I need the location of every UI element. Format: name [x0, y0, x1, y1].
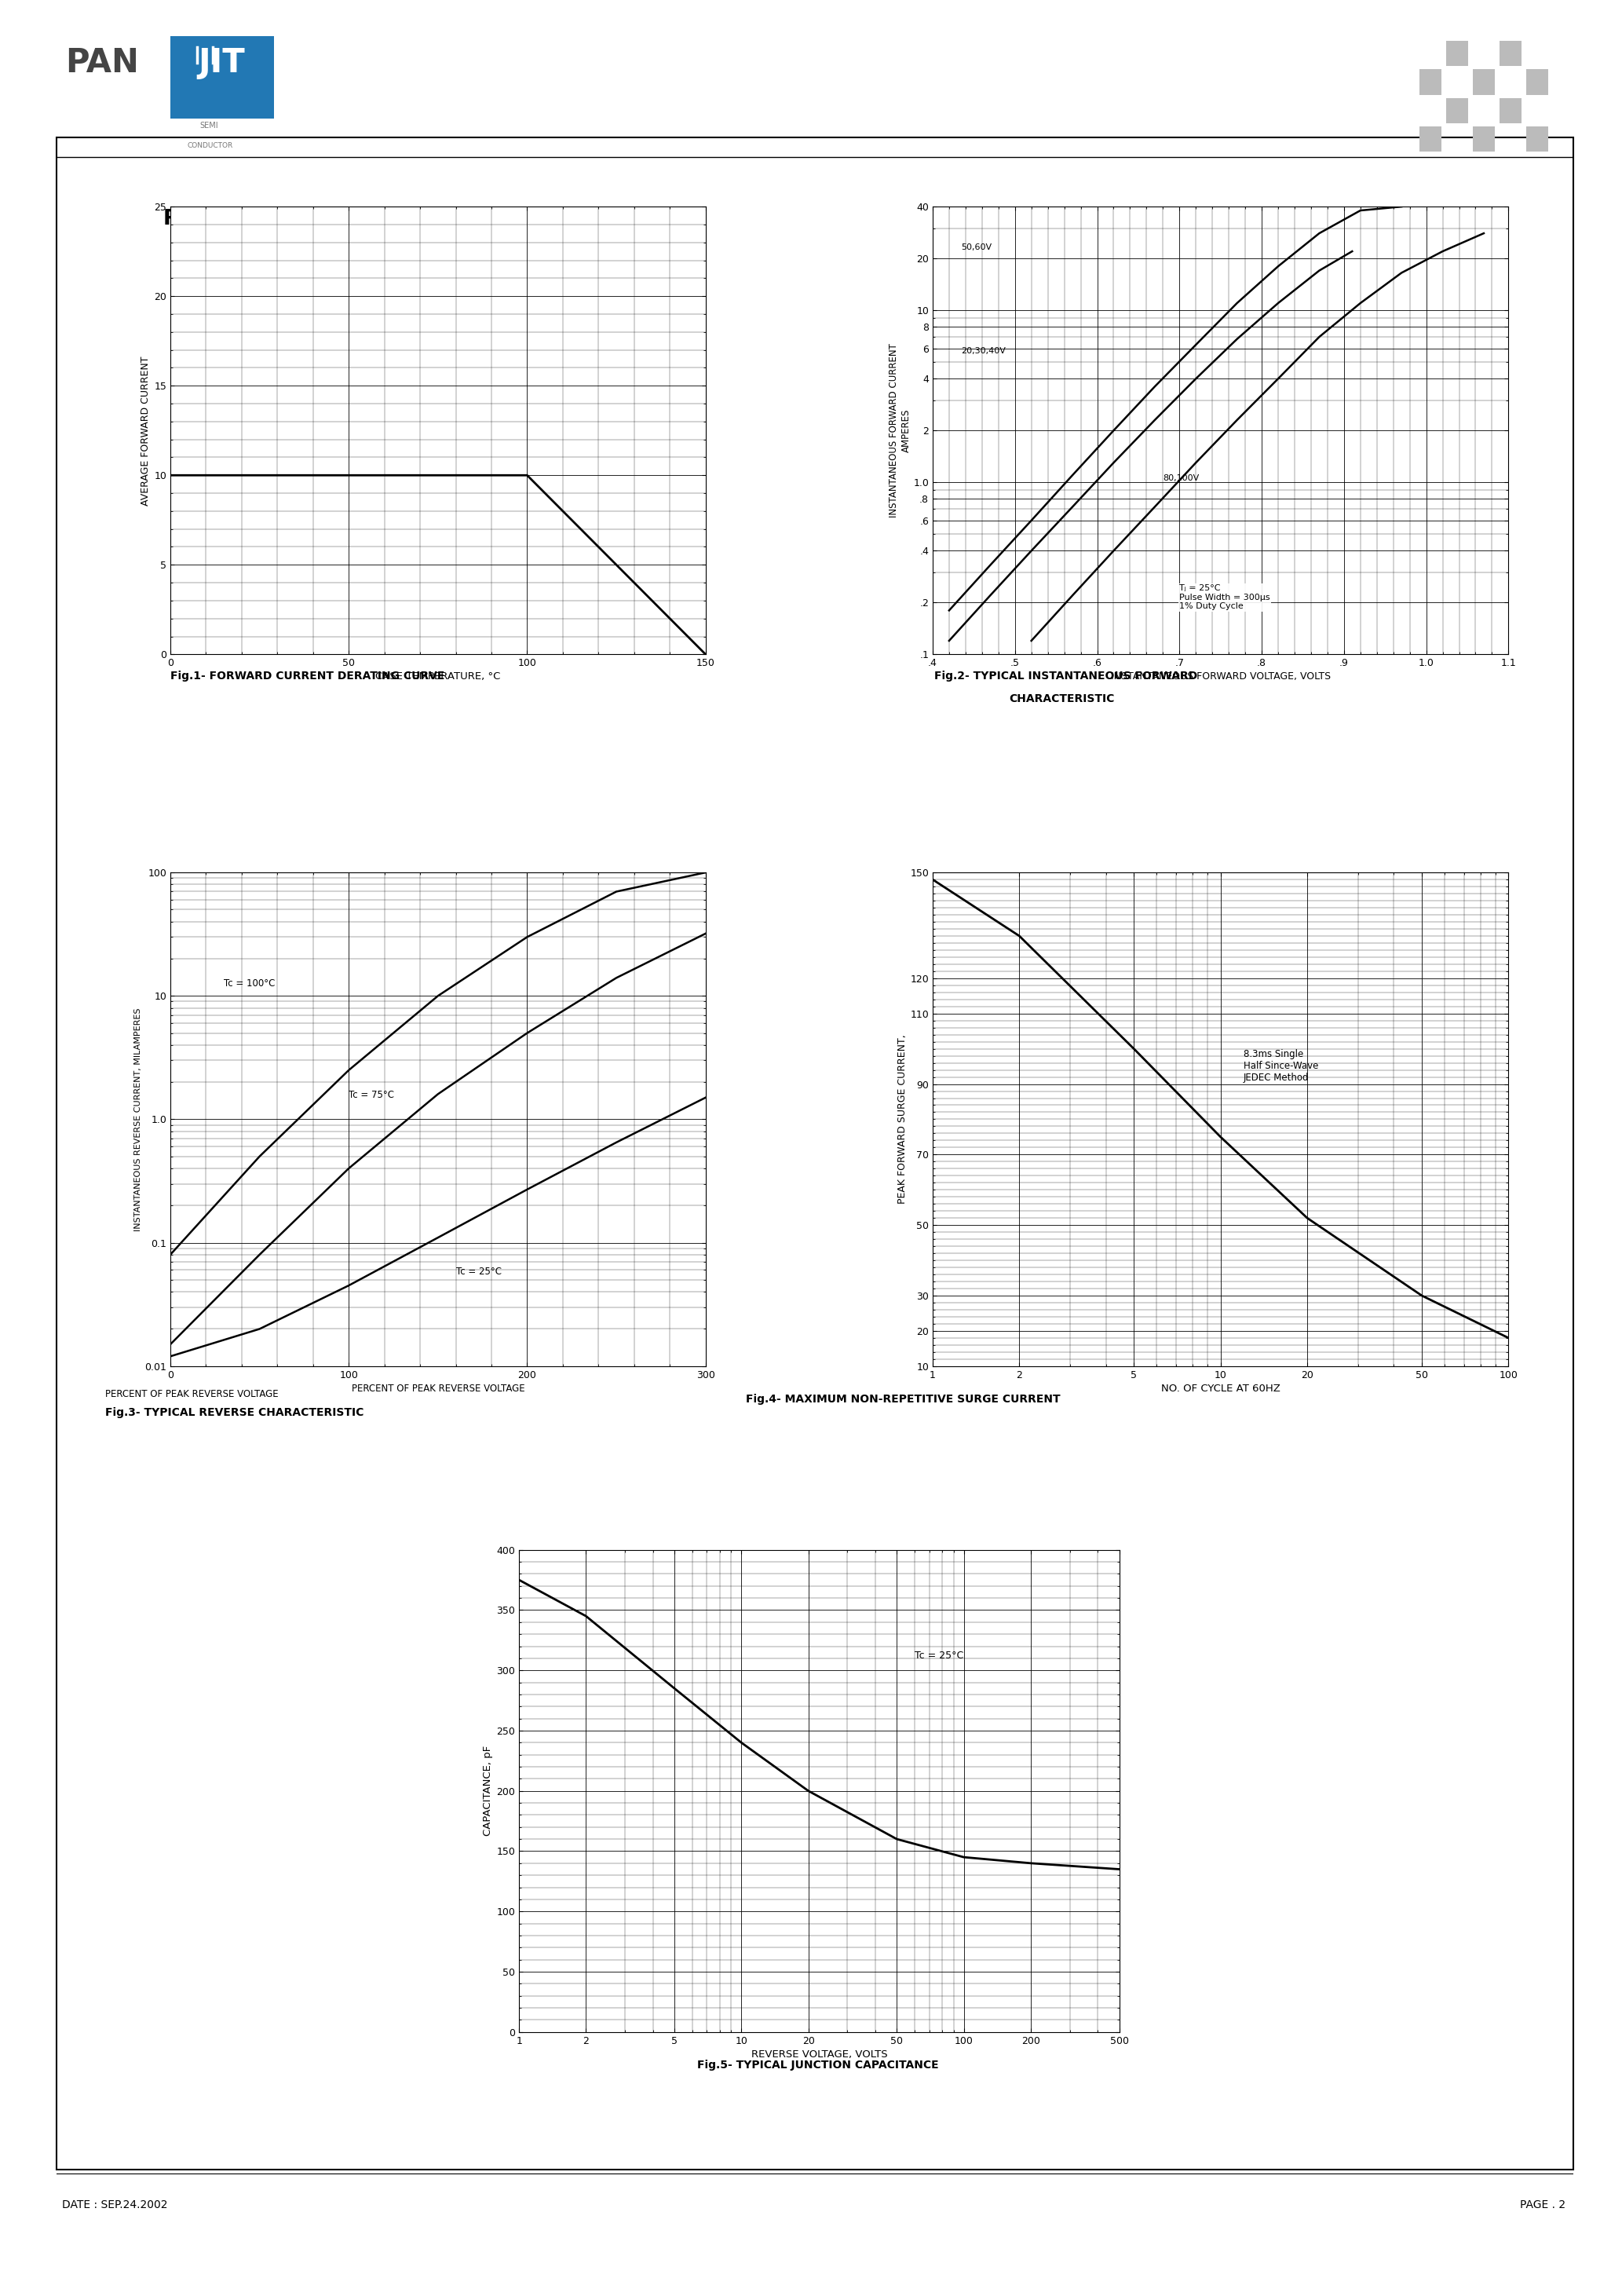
Bar: [1526, 69, 1547, 94]
Y-axis label: CAPACITANCE, pF: CAPACITANCE, pF: [483, 1745, 493, 1837]
Text: Tⱼ = 25°C
Pulse Width = 300μs
1% Duty Cycle: Tⱼ = 25°C Pulse Width = 300μs 1% Duty Cy…: [1179, 585, 1270, 611]
X-axis label: PERCENT OF PEAK REVERSE VOLTAGE: PERCENT OF PEAK REVERSE VOLTAGE: [352, 1384, 524, 1394]
Bar: [1499, 99, 1521, 124]
Text: Tc = 25°C: Tc = 25°C: [456, 1267, 501, 1277]
Text: DATE : SEP.24.2002: DATE : SEP.24.2002: [62, 2200, 167, 2211]
Text: Fig.5- TYPICAL JUNCTION CAPACITANCE: Fig.5- TYPICAL JUNCTION CAPACITANCE: [697, 2060, 939, 2071]
Text: 20,30,40V: 20,30,40V: [962, 347, 1006, 356]
Text: SEMI: SEMI: [200, 122, 219, 129]
X-axis label: NO. OF CYCLE AT 60HZ: NO. OF CYCLE AT 60HZ: [1161, 1384, 1280, 1394]
Y-axis label: PEAK FORWARD SURGE CURRENT,: PEAK FORWARD SURGE CURRENT,: [897, 1035, 908, 1203]
Bar: [1447, 41, 1468, 67]
Text: Tc = 75°C: Tc = 75°C: [349, 1091, 394, 1100]
Text: RATING AND CHARACTERISTIC CURVES: RATING AND CHARACTERISTIC CURVES: [162, 209, 613, 230]
Text: Fig.1- FORWARD CURRENT DERATING CURVE: Fig.1- FORWARD CURRENT DERATING CURVE: [170, 670, 444, 682]
Text: Tc = 100°C: Tc = 100°C: [224, 978, 276, 990]
X-axis label: CASE TEMPERATURE, °C: CASE TEMPERATURE, °C: [375, 673, 501, 682]
Text: CONDUCTOR: CONDUCTOR: [187, 142, 232, 149]
Text: CHARACTERISTIC: CHARACTERISTIC: [1009, 693, 1114, 705]
Bar: [1419, 126, 1442, 152]
Text: Fig.3- TYPICAL REVERSE CHARACTERISTIC: Fig.3- TYPICAL REVERSE CHARACTERISTIC: [105, 1407, 363, 1419]
Text: 80,100V: 80,100V: [1163, 475, 1199, 482]
Text: 50,60V: 50,60V: [962, 243, 993, 250]
Bar: [1526, 126, 1547, 152]
X-axis label: REVERSE VOLTAGE, VOLTS: REVERSE VOLTAGE, VOLTS: [751, 2050, 887, 2060]
Bar: [1473, 69, 1495, 94]
Text: 8.3ms Single
Half Since-Wave
JEDEC Method: 8.3ms Single Half Since-Wave JEDEC Metho…: [1244, 1049, 1319, 1081]
Bar: [1419, 69, 1442, 94]
X-axis label: INSTANTANEOUS FORWARD VOLTAGE, VOLTS: INSTANTANEOUS FORWARD VOLTAGE, VOLTS: [1111, 673, 1330, 682]
Text: Fig.2- TYPICAL INSTANTANEOUS FORWARD: Fig.2- TYPICAL INSTANTANEOUS FORWARD: [934, 670, 1197, 682]
Text: Fig.4- MAXIMUM NON-REPETITIVE SURGE CURRENT: Fig.4- MAXIMUM NON-REPETITIVE SURGE CURR…: [746, 1394, 1061, 1405]
Bar: [1447, 99, 1468, 124]
Y-axis label: AVERAGE FORWARD CURRENT: AVERAGE FORWARD CURRENT: [141, 356, 151, 505]
Y-axis label: INSTANTANEOUS REVERSE CURRENT, MILAMPERES: INSTANTANEOUS REVERSE CURRENT, MILAMPERE…: [135, 1008, 143, 1231]
Bar: [170, 37, 274, 119]
Text: JIT: JIT: [198, 46, 245, 78]
Bar: [1499, 41, 1521, 67]
Bar: [1473, 126, 1495, 152]
Text: PAGE . 2: PAGE . 2: [1520, 2200, 1565, 2211]
Y-axis label: INSTANTANEOUS FORWARD CURRENT
AMPERES: INSTANTANEOUS FORWARD CURRENT AMPERES: [889, 344, 912, 517]
Text: Tc = 25°C: Tc = 25°C: [915, 1651, 963, 1660]
Text: PERCENT OF PEAK REVERSE VOLTAGE: PERCENT OF PEAK REVERSE VOLTAGE: [105, 1389, 279, 1398]
Text: PAN: PAN: [65, 46, 138, 78]
